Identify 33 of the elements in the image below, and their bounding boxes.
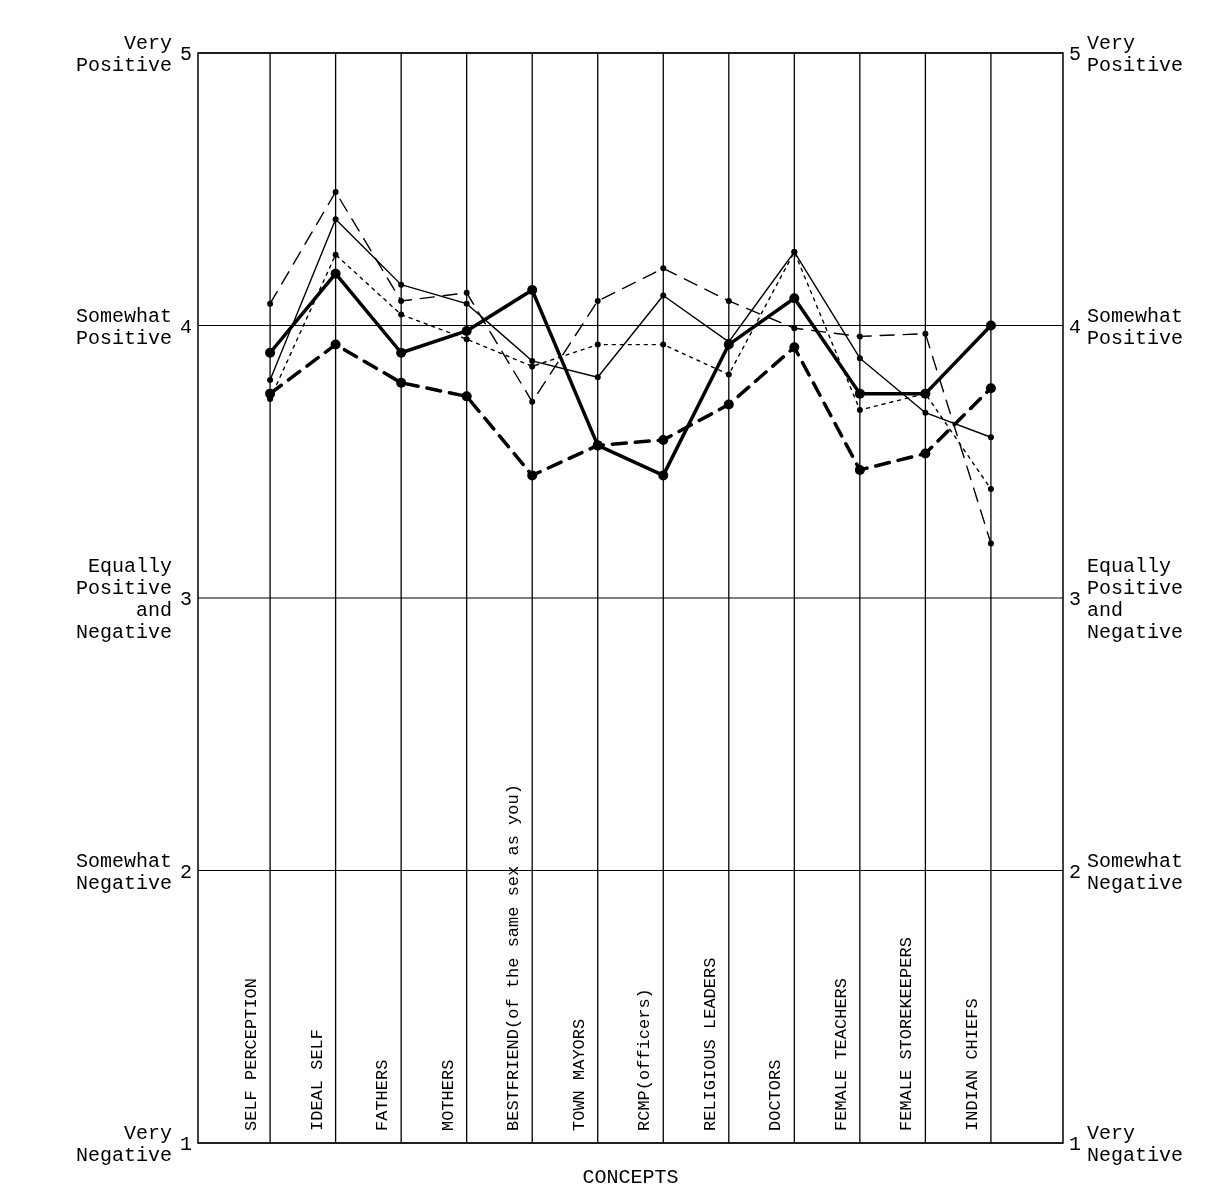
x-tick-label: IDEAL SELF — [307, 1028, 327, 1131]
x-tick-label: RCMP(officers) — [635, 988, 655, 1131]
x-tick-label: TOWN MAYORS — [569, 1018, 589, 1131]
y2-tick-label: 2 — [1069, 860, 1082, 884]
y-tick-label: 4 — [179, 315, 192, 339]
text: Very Negative — [1087, 1122, 1184, 1167]
x-tick-label: INDIAN CHIEFS — [962, 998, 982, 1131]
text: Somewhat Negative — [75, 849, 172, 895]
y-tick-label: 5 — [179, 43, 192, 66]
text: Very Positive — [1087, 32, 1184, 77]
x-tick-label: FEMALE STOREKEEPERS — [897, 937, 917, 1131]
x-tick-label: RELIGIOUS LEADERS — [700, 957, 720, 1131]
y2-tick-label: 4 — [1069, 315, 1082, 339]
x-tick-label: FATHERS — [373, 1059, 393, 1131]
text: Equally Positive and Negative — [1087, 555, 1184, 644]
x-tick-label: SELF PERCEPTION — [242, 977, 262, 1131]
y2-tick-label: 5 — [1069, 43, 1082, 66]
y-tick-label: 3 — [179, 588, 192, 611]
y2-tick-label: 1 — [1069, 1133, 1082, 1156]
text: Very Negative — [75, 1122, 172, 1167]
y2-tick-label: 3 — [1069, 588, 1082, 611]
y-tick-label: 1 — [179, 1133, 192, 1156]
y-tick-label: 2 — [179, 860, 192, 884]
text: Somewhat Negative — [1087, 849, 1184, 895]
text: Equally Positive and Negative — [75, 555, 172, 644]
x-tick-label: MOTHERS — [438, 1059, 458, 1131]
x-tick-label: DOCTORS — [766, 1059, 786, 1131]
x-axis-title: CONCEPTS — [582, 1166, 679, 1187]
text: Very Positive — [75, 32, 172, 77]
text: Somewhat Positive — [75, 304, 172, 350]
x-tick-label: BESTFRIEND(of the same sex as you) — [504, 784, 524, 1131]
text: Somewhat Positive — [1087, 304, 1184, 350]
x-tick-label: FEMALE TEACHERS — [831, 977, 851, 1131]
